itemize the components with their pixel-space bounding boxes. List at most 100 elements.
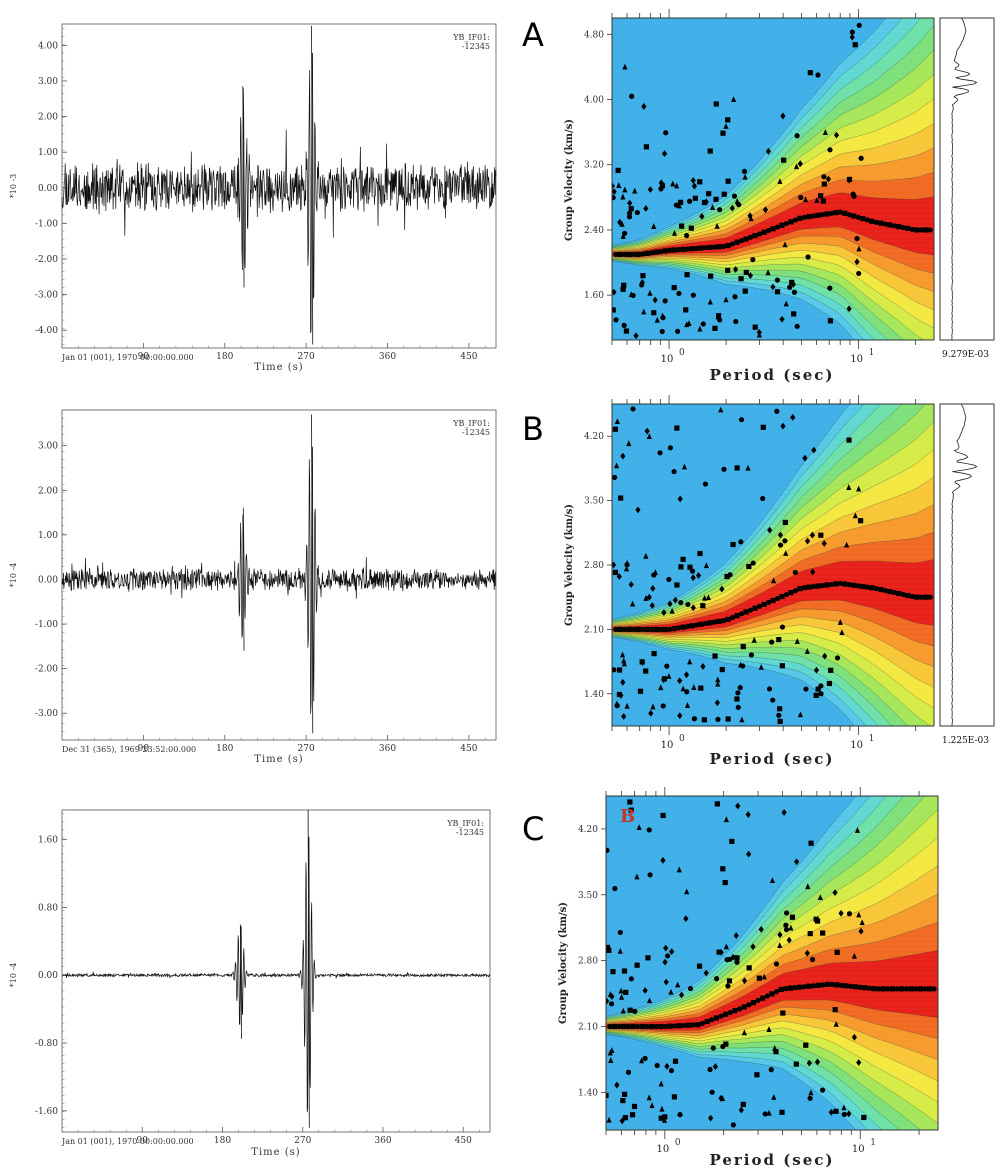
dispersion-marker: [780, 1010, 786, 1016]
dispersion-marker: [640, 251, 646, 257]
dispersion-marker: [850, 191, 856, 197]
dispersion-marker: [631, 251, 637, 258]
dispersion-marker: [746, 965, 752, 971]
dispersion-marker: [869, 218, 875, 224]
dispersion-marker: [807, 930, 813, 937]
dispersion-marker: [774, 408, 780, 414]
dispersion-marker: [801, 984, 808, 990]
dispersion-marker: [914, 227, 920, 233]
dispersion-marker: [824, 211, 830, 217]
dispersion-marker: [684, 689, 690, 695]
dispersion-marker: [851, 213, 857, 219]
dispersion-marker: [680, 624, 686, 630]
dispersion-marker: [746, 1002, 752, 1008]
dispersion-marker: [776, 636, 782, 643]
dispersion-marker: [736, 1006, 743, 1012]
dispersion-marker: [606, 947, 612, 954]
dispersion-marker: [790, 280, 796, 288]
y-tick-label: -1.00: [35, 620, 58, 630]
dispersion-marker: [797, 215, 803, 221]
dispersion-marker: [657, 450, 663, 456]
dispersion-marker: [748, 652, 755, 658]
dispersion-marker: [777, 706, 783, 712]
dispersion-marker: [918, 227, 924, 233]
y-tick-label: -0.80: [35, 1039, 58, 1049]
dispersion-marker: [896, 224, 902, 230]
dispersion-marker: [856, 270, 862, 277]
dispersion-marker: [854, 827, 861, 833]
dispersion-marker: [786, 936, 792, 944]
dispersion-marker: [612, 569, 619, 576]
y-tick-label: 2.00: [38, 113, 58, 123]
dispersion-marker: [818, 691, 824, 697]
seismogram-3-frame: [61, 809, 491, 1133]
dispersion-marker: [770, 697, 776, 703]
dispersion-marker: [810, 583, 817, 590]
dispersion-marker: [716, 949, 722, 955]
dispersion-marker: [668, 1068, 675, 1074]
dispersion-marker: [698, 621, 704, 627]
dispersion-marker: [811, 446, 817, 454]
y-tick-label: 2.40: [584, 226, 604, 236]
dispersion-marker: [740, 663, 746, 669]
dispersion-marker: [651, 310, 657, 316]
dispersion-marker: [658, 179, 664, 187]
dispersion-marker: [891, 589, 897, 596]
dispersion-marker: [782, 519, 788, 526]
dispersion-marker: [818, 532, 824, 538]
dispersion-marker: [725, 616, 731, 622]
y-tick-label: 1.60: [584, 291, 604, 301]
dispersion-marker: [676, 1023, 682, 1029]
dispersion-marker: [737, 685, 743, 691]
dispersion-marker: [659, 312, 666, 319]
dispersion-marker: [760, 424, 766, 430]
dispersion-marker: [848, 983, 854, 989]
y-tick-label: -2.00: [35, 255, 58, 265]
x-tick-label: 10: [852, 1144, 865, 1155]
dispersion-marker: [703, 969, 709, 977]
dispersion-marker: [685, 601, 691, 608]
dispersion-marker: [852, 42, 858, 48]
dispersion-marker: [787, 985, 794, 991]
y-tick-label: 4.00: [38, 41, 58, 51]
dispersion-marker: [628, 206, 634, 212]
dispersion-marker: [684, 888, 690, 895]
dispersion-marker: [779, 624, 786, 630]
dispersion-c-frame: [605, 795, 939, 1131]
energy-band: [606, 950, 938, 1031]
dispersion-marker: [630, 406, 636, 412]
dispersion-marker: [713, 1015, 720, 1021]
dispersion-marker: [732, 1008, 738, 1014]
dispersion-marker: [742, 288, 748, 294]
dispersion-marker: [626, 626, 632, 632]
dispersion-marker: [607, 1023, 613, 1030]
dispersion-marker: [634, 962, 640, 968]
dispersion-marker: [635, 251, 641, 258]
dispersion-marker: [821, 181, 827, 187]
dispersion-marker: [833, 1020, 839, 1027]
dispersion-marker: [849, 33, 855, 41]
dispersion-marker: [691, 684, 697, 690]
dispersion-marker: [720, 618, 727, 624]
y-tick-label: -1.60: [35, 1107, 58, 1117]
dispersion-marker: [713, 101, 719, 107]
dispersion-marker: [817, 894, 823, 901]
dispersion-marker: [748, 215, 754, 222]
dispersion-marker: [735, 690, 741, 696]
dispersion-axes: 4.20 3.50 2.80 2.10 1.40 10 0 10 1: [584, 395, 917, 751]
y-tick-label: 4.20: [578, 825, 598, 835]
dispersion-marker: [834, 655, 841, 661]
dispersion-marker: [643, 205, 649, 212]
x-tick-label: 10: [661, 740, 674, 751]
dispersion-marker: [779, 593, 785, 600]
dispersion-marker: [779, 1109, 785, 1115]
dispersion-marker: [669, 948, 675, 956]
dispersion-marker: [707, 620, 713, 626]
dispersion-marker: [806, 983, 812, 989]
dispersion-marker: [855, 214, 861, 220]
dispersion-marker: [644, 1023, 650, 1030]
dispersion-marker: [741, 977, 748, 985]
dispersion-marker: [649, 250, 655, 256]
dispersion-marker: [894, 986, 900, 992]
dispersion-marker: [647, 186, 653, 193]
